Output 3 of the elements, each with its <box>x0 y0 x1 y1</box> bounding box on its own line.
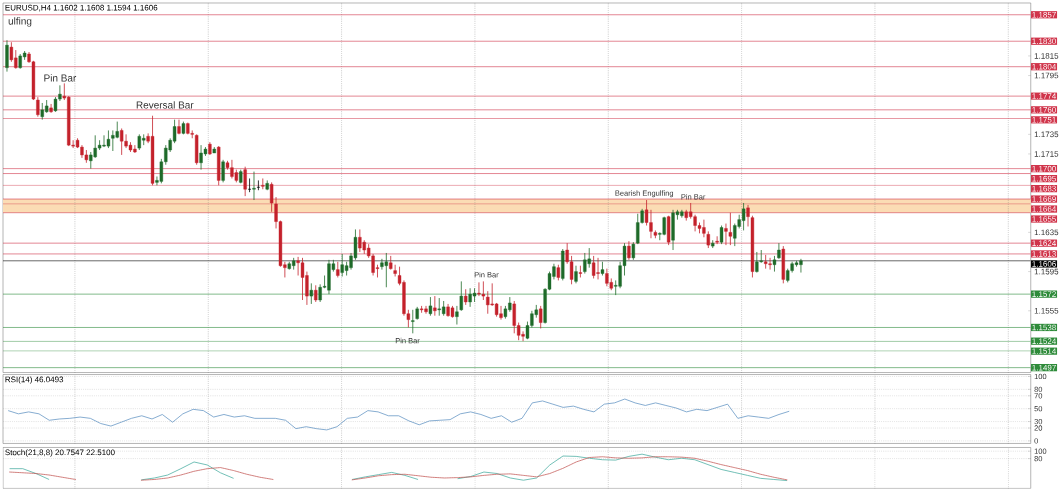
annotation: Pin Bar <box>44 74 77 82</box>
annotation: ulfing <box>8 17 32 27</box>
annotation: Reversal Bar <box>136 101 194 109</box>
